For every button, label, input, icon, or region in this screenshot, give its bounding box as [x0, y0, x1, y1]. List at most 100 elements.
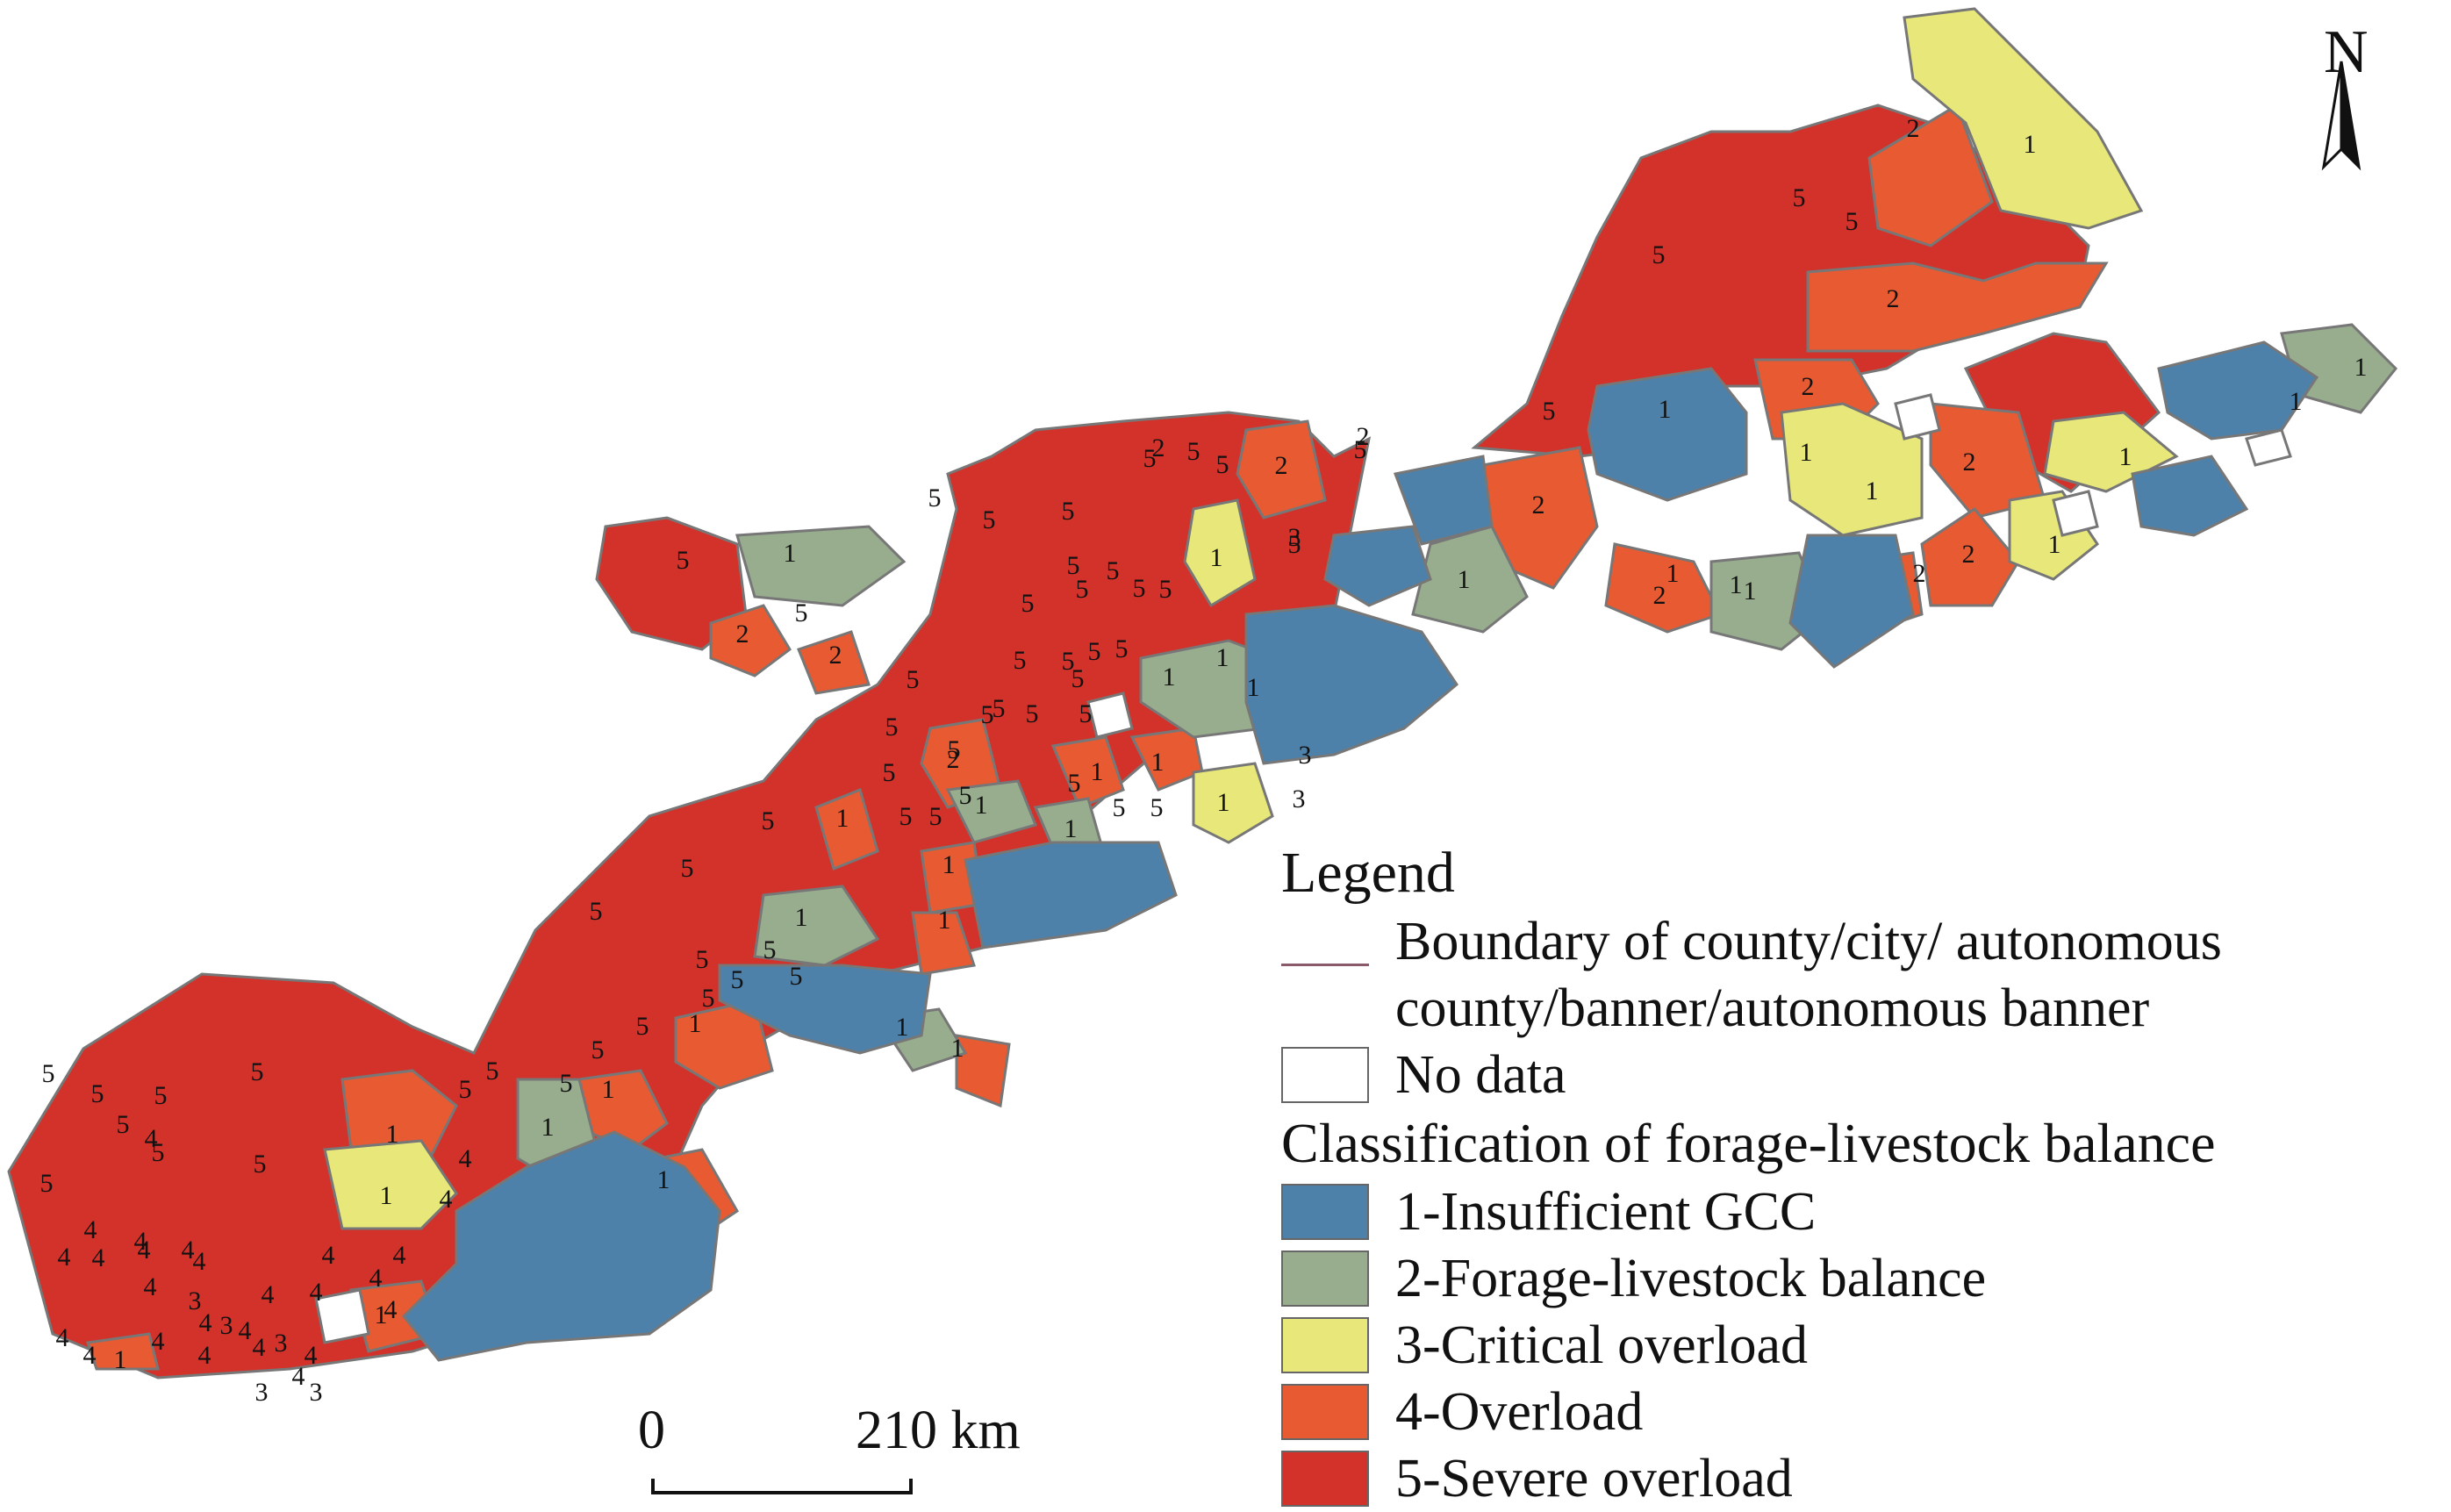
region-class-number: 1: [689, 1009, 702, 1038]
region-class-number: 5: [1115, 634, 1129, 663]
region-class-number: 5: [1187, 437, 1200, 466]
region-class-number: 5: [959, 781, 972, 810]
scale-end-label: 210 km: [856, 1401, 1021, 1460]
region-class-number: 4: [152, 1327, 165, 1356]
legend-class-5-label: 5-Severe overload: [1395, 1449, 1793, 1508]
region-class-number: 1: [2290, 387, 2303, 416]
region-class-number: 5: [795, 598, 808, 627]
region-class-number: 4: [292, 1362, 305, 1391]
legend-class-2: 2-Forage-livestock balance: [1281, 1245, 2440, 1312]
region-class-number: 5: [1107, 556, 1120, 585]
region-class-number: 2: [1275, 451, 1288, 480]
no-data-swatch: [1281, 1047, 1369, 1103]
legend-boundary: Boundary of county/city/ autonomous coun…: [1281, 908, 2440, 1042]
region-class-number: 3: [310, 1378, 323, 1407]
region-class-number: 5: [702, 984, 715, 1013]
region-class-number: 5: [993, 694, 1006, 723]
region-class-number: 5: [907, 665, 920, 694]
region-class-number: 2: [947, 745, 960, 774]
region-class-number: 4: [310, 1278, 323, 1307]
region-no-data: [1086, 692, 1134, 739]
legend: Legend Boundary of county/city/ autonomo…: [1281, 838, 2440, 1512]
region-overload: [1129, 727, 1204, 792]
region-insufficient: [1323, 525, 1432, 607]
region-insufficient: [1393, 455, 1494, 546]
region-class-number: 4: [305, 1341, 318, 1370]
region-class-number: 1: [541, 1113, 555, 1142]
region-class-number: 5: [1216, 450, 1229, 479]
region-class-number: 1: [1163, 663, 1176, 692]
region-class-number: 1: [602, 1075, 615, 1104]
region-class-number: 3: [189, 1286, 202, 1315]
region-no-data: [2052, 490, 2099, 537]
region-class-number: 3: [275, 1329, 288, 1358]
region-class-number: 2: [829, 641, 842, 670]
region-class-number: 1: [938, 906, 951, 935]
region-class-number: 3: [1293, 785, 1306, 813]
region-class-number: 5: [1021, 589, 1035, 618]
region-class-number: 5: [459, 1075, 472, 1104]
region-class-number: 5: [929, 802, 942, 831]
region-class-number: 1: [386, 1120, 399, 1149]
region-class-number: 1: [2024, 130, 2037, 159]
region-class-number: 4: [56, 1323, 69, 1352]
region-overload: [1236, 419, 1327, 520]
legend-boundary-label-2: county/banner/autonomous banner: [1395, 978, 2150, 1038]
region-insufficient: [1244, 604, 1458, 765]
region-class-number: 5: [42, 1059, 55, 1088]
region-class-number: 1: [1744, 577, 1757, 606]
region-class-number: 1: [1659, 395, 1672, 424]
region-class-number: 5: [1113, 793, 1126, 822]
region-class-number: 5: [763, 935, 777, 964]
region-class-number: 5: [885, 713, 899, 742]
region-class-number: 5: [1026, 699, 1039, 728]
region-class-number: 1: [896, 1013, 909, 1042]
region-overload: [1604, 542, 1723, 634]
region-class-number: 5: [486, 1057, 499, 1086]
region-class-number: 5: [1143, 444, 1157, 473]
region-class-number: 2: [1152, 434, 1165, 462]
boundary-line-swatch: [1281, 964, 1369, 966]
region-overload: [86, 1332, 160, 1371]
region-class-number: 5: [560, 1069, 573, 1098]
region-class-number: 2: [1887, 284, 1900, 313]
region-class-number: 2: [1963, 448, 1976, 477]
region-overload: [1806, 262, 2109, 353]
region-class-number: 5: [1288, 530, 1301, 559]
region-class-number: 1: [2119, 442, 2132, 471]
region-balance: [735, 525, 907, 607]
region-class-number: 4: [384, 1295, 398, 1324]
region-class-number: 5: [983, 505, 996, 534]
region-class-number: 2: [1653, 581, 1666, 610]
legend-class-1-label: 1-Insufficient GCC: [1395, 1182, 1817, 1242]
region-overload: [911, 911, 976, 976]
region-class-number: 4: [182, 1236, 195, 1265]
region-overload: [1867, 103, 1994, 247]
region-class-number: 2: [1802, 372, 1815, 401]
scale-start-label: 0: [638, 1401, 665, 1460]
legend-class-3-label: 3-Critical overload: [1395, 1315, 1808, 1375]
region-class-number: 5: [591, 1035, 605, 1064]
region-class-number: 5: [1159, 575, 1172, 604]
region-class-number: 4: [253, 1333, 266, 1362]
region-class-number: 4: [84, 1215, 97, 1244]
region-class-number: 4: [145, 1124, 158, 1153]
region-class-number: 5: [1133, 574, 1146, 603]
region-class-number: 5: [590, 897, 603, 926]
scale-bar: 0 210 km: [614, 1400, 1021, 1496]
region-class-number: 1: [1458, 565, 1471, 594]
region-class-number: 2: [1962, 540, 1975, 569]
region-class-number: 5: [1068, 769, 1081, 798]
legend-class-2-label: 2-Forage-livestock balance: [1395, 1249, 1987, 1308]
region-class-number: 4: [144, 1272, 157, 1301]
region-class-number: 5: [1071, 664, 1085, 693]
region-no-data: [314, 1288, 370, 1344]
region-class-number: 5: [254, 1150, 267, 1179]
region-critical: [1903, 7, 2144, 230]
region-class-number: 5: [1652, 240, 1666, 269]
class-2-swatch: [1281, 1250, 1369, 1307]
region-class-number: 1: [1091, 757, 1104, 786]
region-class-number: 5: [1014, 646, 1027, 675]
region-class-number: 1: [836, 804, 849, 833]
